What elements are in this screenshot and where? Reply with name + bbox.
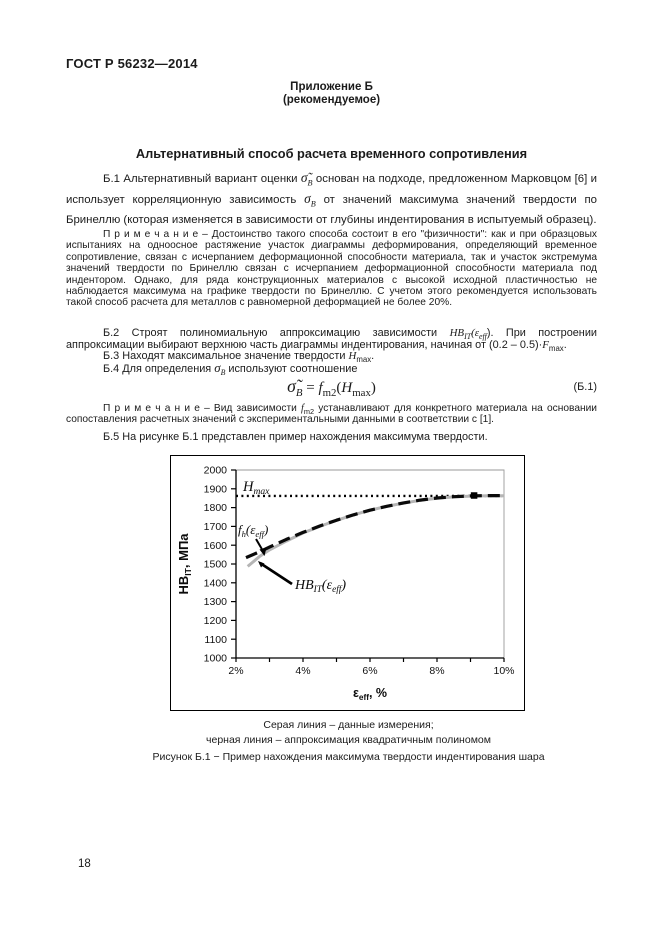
- note-label: П р и м е ч а н и е: [103, 229, 199, 240]
- formula-b1: σ̃В = fm2(Hmax): [287, 376, 376, 399]
- para-b2: Б.2 Строят полиномиальную аппроксимацию …: [66, 327, 597, 353]
- sigma-tilde-symbol: σ̃: [287, 376, 296, 396]
- sigma-subscript: В: [295, 387, 303, 399]
- f-subscript: m2: [322, 387, 337, 399]
- doc-header: ГОСТ Р 56232—2014: [66, 56, 198, 71]
- text-segment: основан на подходе, предложенном Марковц…: [66, 173, 598, 206]
- figure-legend-line2: черная линия – аппроксимация квадратичны…: [206, 733, 491, 746]
- note-1: П р и м е ч а н и е – Достоинство такого…: [66, 229, 597, 309]
- figure-legend-line1: Серая линия – данные измерения;: [263, 719, 434, 731]
- text-segment: Б.4 Для определения: [103, 363, 215, 375]
- figure-legend: Серая линия – данные измерения; черная л…: [66, 718, 631, 747]
- hmax-subscript: max: [352, 387, 371, 399]
- svg-text:1600: 1600: [204, 540, 228, 552]
- svg-text:1500: 1500: [204, 559, 228, 571]
- equals-sign: =: [302, 380, 319, 396]
- svg-text:1000: 1000: [204, 653, 228, 665]
- hb-symbol: HB: [449, 327, 465, 339]
- sigma-symbol: σ: [214, 361, 221, 375]
- text-segment: – Вид зависимости: [199, 403, 302, 414]
- text-segment: – Достоинство такого способа состоит в е…: [66, 229, 597, 309]
- note-2: П р и м е ч а н и е – Вид зависимости fm…: [66, 403, 597, 426]
- svg-text:1300: 1300: [204, 596, 228, 608]
- page-number: 18: [78, 858, 91, 870]
- sigma-subscript: В: [220, 368, 226, 378]
- svg-text:1800: 1800: [204, 502, 228, 514]
- section-title: Альтернативный способ расчета временного…: [135, 146, 528, 161]
- eps-subscript: eff: [478, 332, 487, 342]
- svg-text:10%: 10%: [493, 665, 514, 677]
- eps-symbol: (ε: [471, 327, 479, 339]
- svg-text:2000: 2000: [204, 465, 228, 477]
- formula-row: σ̃В = fm2(Hmax) (Б.1): [66, 376, 597, 402]
- sigma-tilde-symbol: σ̃: [300, 170, 308, 185]
- svg-text:4%: 4%: [295, 665, 310, 677]
- svg-text:1100: 1100: [204, 634, 227, 646]
- text-segment: .: [371, 350, 375, 362]
- para-b5: Б.5 На рисунке Б.1 представлен пример на…: [103, 431, 488, 443]
- text-segment: устанавливают для конкретного материала …: [66, 403, 597, 426]
- svg-text:1900: 1900: [204, 483, 228, 495]
- hmax-symbol: H: [348, 350, 357, 362]
- svg-text:1700: 1700: [204, 521, 228, 533]
- force-symbol: F: [542, 338, 549, 351]
- para-b3: Б.3 Находят максимальное значение твердо…: [66, 350, 597, 365]
- force-subscript: max: [548, 343, 564, 353]
- svg-text:fh(εeff): fh(εeff): [238, 522, 268, 539]
- f-symbol: f: [318, 380, 323, 396]
- formula-number: (Б.1): [573, 381, 597, 393]
- svg-text:1400: 1400: [204, 577, 228, 589]
- f-symbol: f: [301, 403, 304, 414]
- text-segment: Б.1 Альтернативный вариант оценки: [103, 173, 301, 185]
- annex-block: Приложение Б (рекомендуемое): [66, 81, 597, 107]
- svg-text:НВIT, МПа: НВIT, МПа: [176, 533, 193, 595]
- text-segment: используют соотношение: [225, 363, 358, 375]
- hardness-chart: 1000 1100 1200 1300 1400 1500 1600 1700 1800 1900…: [176, 465, 515, 702]
- text-segment: от значений максимума значений твердости…: [66, 194, 597, 226]
- text-segment: .: [563, 338, 567, 351]
- annex-label: Приложение Б: [290, 81, 373, 93]
- sigma-subscript: В: [310, 199, 316, 209]
- hmax-subscript: max: [356, 355, 372, 365]
- text-segment: Б.2 Строят полиномиальную аппроксимацию …: [103, 327, 450, 339]
- sigma-symbol: σ: [304, 191, 311, 206]
- svg-text:1200: 1200: [204, 615, 228, 627]
- svg-text:2%: 2%: [228, 665, 243, 677]
- svg-text:HBIT(εeff): HBIT(εeff): [294, 578, 346, 594]
- para-b4: Б.4 Для определения σВ используют соотно…: [66, 361, 597, 378]
- hmax-symbol: H: [341, 380, 353, 396]
- svg-text:6%: 6%: [362, 665, 377, 677]
- f-subscript: m2: [303, 407, 315, 417]
- svg-text:8%: 8%: [429, 665, 444, 677]
- figure-caption: Рисунок Б.1 − Пример нахождения максимум…: [152, 751, 545, 763]
- para-b1: Б.1 Альтернативный вариант оценки σ̃В ос…: [66, 168, 597, 230]
- svg-text:Hmax: Hmax: [242, 479, 270, 497]
- text-segment: Б.3 Находят максимальное значение твердо…: [103, 350, 349, 362]
- annex-kind: (рекомендуемое): [282, 94, 381, 106]
- svg-text:εeff, %: εeff, %: [353, 686, 387, 702]
- note-label: П р и м е ч а н и е: [103, 403, 200, 414]
- close-paren: ): [370, 380, 376, 396]
- open-paren: (: [336, 380, 342, 396]
- figure-box: 1000 1100 1200 1300 1400 1500 1600 1700 1800 1900…: [170, 455, 525, 711]
- hb-subscript: IT: [464, 332, 472, 342]
- sigma-subscript: В: [307, 178, 313, 188]
- text-segment: ). При построении аппроксимации выбирают…: [66, 327, 597, 351]
